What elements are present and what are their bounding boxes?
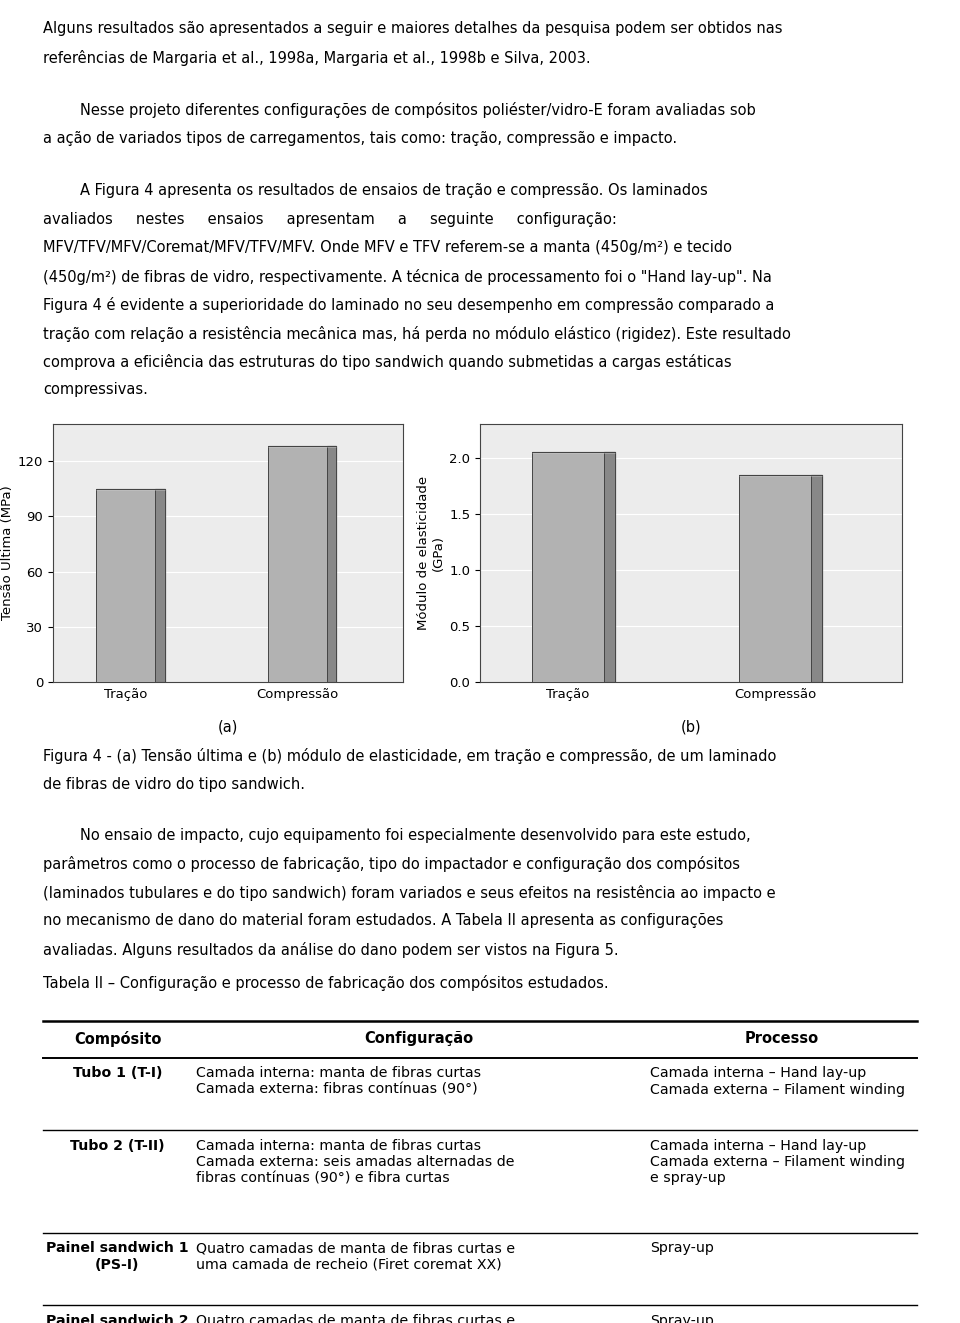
Text: comprova a eficiência das estruturas do tipo sandwich quando submetidas a cargas: comprova a eficiência das estruturas do … (43, 355, 732, 370)
Y-axis label: Módulo de elasticidade
(GPa): Módulo de elasticidade (GPa) (417, 476, 445, 630)
Text: Camada interna: manta de fibras curtas
Camada externa: fibras contínuas (90°): Camada interna: manta de fibras curtas C… (196, 1066, 481, 1097)
Y-axis label: Tensão Última (MPa): Tensão Última (MPa) (1, 486, 13, 620)
Polygon shape (327, 446, 336, 683)
Text: Tubo 1 (T-I): Tubo 1 (T-I) (73, 1066, 162, 1081)
Text: Camada interna – Hand lay-up
Camada externa – Filament winding
e spray-up: Camada interna – Hand lay-up Camada exte… (650, 1139, 905, 1185)
Polygon shape (156, 488, 164, 683)
Text: Processo: Processo (744, 1031, 819, 1046)
Text: parâmetros como o processo de fabricação, tipo do impactador e configuração dos : parâmetros como o processo de fabricação… (43, 856, 740, 872)
Text: Quatro camadas de manta de fibras curtas e
uma camada de recheio (Firet coremat : Quatro camadas de manta de fibras curtas… (196, 1314, 515, 1323)
Text: Spray-up: Spray-up (650, 1241, 713, 1256)
Text: MFV/TFV/MFV/Coremat/MFV/TFV/MFV. Onde MFV e TFV referem-se a manta (450g/m²) e t: MFV/TFV/MFV/Coremat/MFV/TFV/MFV. Onde MF… (43, 241, 732, 255)
Text: tração com relação a resistência mecânica mas, há perda no módulo elástico (rigi: tração com relação a resistência mecânic… (43, 325, 791, 341)
Text: (450g/m²) de fibras de vidro, respectivamente. A técnica de processamento foi o : (450g/m²) de fibras de vidro, respectiva… (43, 269, 772, 284)
Text: avaliadas. Alguns resultados da análise do dano podem ser vistos na Figura 5.: avaliadas. Alguns resultados da análise … (43, 942, 619, 958)
Polygon shape (811, 475, 822, 683)
Text: Painel sandwich 1
(PS-I): Painel sandwich 1 (PS-I) (46, 1241, 189, 1271)
Text: Quatro camadas de manta de fibras curtas e
uma camada de recheio (Firet coremat : Quatro camadas de manta de fibras curtas… (196, 1241, 515, 1271)
Text: a ação de variados tipos de carregamentos, tais como: tração, compressão e impac: a ação de variados tipos de carregamento… (43, 131, 678, 146)
Text: Alguns resultados são apresentados a seguir e maiores detalhes da pesquisa podem: Alguns resultados são apresentados a seg… (43, 21, 782, 36)
Text: de fibras de vidro do tipo sandwich.: de fibras de vidro do tipo sandwich. (43, 777, 305, 791)
Text: avaliados     nestes     ensaios     apresentam     a     seguinte     configura: avaliados nestes ensaios apresentam a se… (43, 212, 617, 226)
Text: Camada interna – Hand lay-up
Camada externa – Filament winding: Camada interna – Hand lay-up Camada exte… (650, 1066, 905, 1097)
Text: compressivas.: compressivas. (43, 382, 148, 397)
Bar (96, 488, 156, 683)
Bar (739, 475, 811, 683)
Bar (268, 446, 327, 683)
Text: (b): (b) (681, 720, 702, 734)
Text: A Figura 4 apresenta os resultados de ensaios de tração e compressão. Os laminad: A Figura 4 apresenta os resultados de en… (43, 184, 708, 198)
Bar (532, 452, 604, 683)
Text: referências de Margaria et al., 1998a, Margaria et al., 1998b e Silva, 2003.: referências de Margaria et al., 1998a, M… (43, 49, 590, 66)
Text: Spray-up: Spray-up (650, 1314, 713, 1323)
Text: Tubo 2 (T-II): Tubo 2 (T-II) (70, 1139, 165, 1152)
Text: Nesse projeto diferentes configurações de compósitos poliéster/vidro-E foram ava: Nesse projeto diferentes configurações d… (43, 102, 756, 118)
Text: Camada interna: manta de fibras curtas
Camada externa: seis amadas alternadas de: Camada interna: manta de fibras curtas C… (196, 1139, 514, 1185)
Text: (laminados tubulares e do tipo sandwich) foram variados e seus efeitos na resist: (laminados tubulares e do tipo sandwich)… (43, 885, 776, 901)
Text: No ensaio de impacto, cujo equipamento foi especialmente desenvolvido para este : No ensaio de impacto, cujo equipamento f… (43, 828, 751, 843)
Text: Figura 4 é evidente a superioridade do laminado no seu desempenho em compressão : Figura 4 é evidente a superioridade do l… (43, 298, 775, 314)
Text: Painel sandwich 2
(PS-II): Painel sandwich 2 (PS-II) (46, 1314, 189, 1323)
Polygon shape (604, 452, 614, 683)
Text: no mecanismo de dano do material foram estudados. A Tabela II apresenta as confi: no mecanismo de dano do material foram e… (43, 913, 724, 929)
Text: Configuração: Configuração (364, 1031, 473, 1046)
Text: Figura 4 - (a) Tensão última e (b) módulo de elasticidade, em tração e compressã: Figura 4 - (a) Tensão última e (b) módul… (43, 749, 777, 765)
Text: Compósito: Compósito (74, 1031, 161, 1046)
Text: Tabela II – Configuração e processo de fabricação dos compósitos estudados.: Tabela II – Configuração e processo de f… (43, 975, 609, 991)
Text: (a): (a) (218, 720, 238, 734)
